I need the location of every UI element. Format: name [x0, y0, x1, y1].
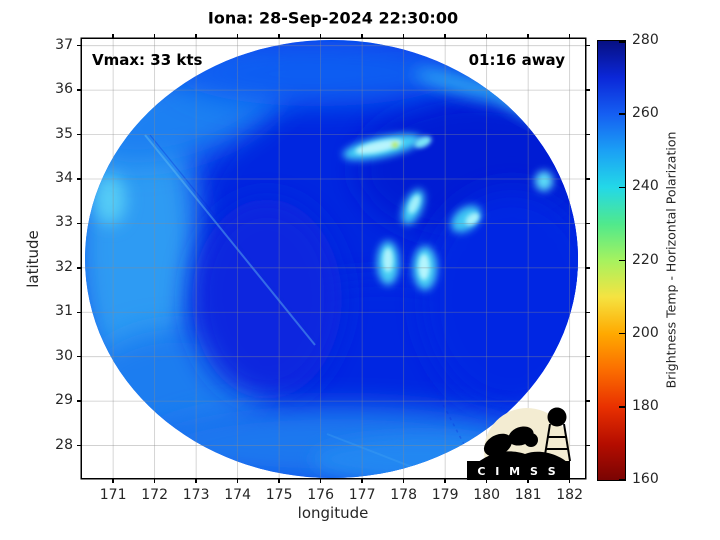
y-tick-mark	[585, 44, 590, 47]
x-tick-mark	[361, 478, 363, 483]
colorbar-tick-label: 160	[632, 471, 659, 487]
x-tick-mark	[402, 34, 405, 39]
vmax-annotation: Vmax: 33 kts	[92, 51, 203, 69]
x-tick-mark	[568, 34, 571, 39]
colorbar-tick-mark	[619, 259, 625, 262]
x-tick-mark	[527, 478, 529, 483]
x-tick-mark	[319, 34, 322, 39]
colorbar-tick-label: 220	[632, 251, 659, 268]
logo-banner	[467, 461, 570, 480]
y-tick-label: 36	[55, 81, 73, 98]
x-tick-label: 176	[307, 487, 334, 503]
colorbar-tick-mark	[619, 406, 625, 408]
colorbar-tick-label: 240	[632, 178, 659, 195]
y-tick-label: 34	[55, 169, 73, 186]
x-tick-label: 173	[182, 487, 210, 503]
y-tick-mark	[77, 178, 82, 180]
y-tick-mark	[585, 178, 590, 180]
satellite-dishes-icon	[477, 426, 568, 463]
x-tick-label: 177	[348, 487, 376, 503]
x-tick-label: 179	[431, 487, 459, 503]
colorbar-tick-mark	[619, 41, 625, 43]
colorbar-tick-label: 200	[632, 324, 659, 341]
page-title: Iona: 28-Sep-2024 22:30:00	[207, 8, 459, 28]
colorbar-tick-mark	[619, 186, 625, 189]
y-tick-mark	[77, 133, 82, 136]
eta-annotation: 01:16 away	[468, 51, 565, 69]
x-tick-mark	[195, 34, 197, 39]
y-tick-label: 37	[55, 36, 73, 53]
satellite-swath-image	[82, 39, 585, 478]
x-tick-label: 172	[141, 487, 168, 503]
y-tick-mark	[77, 355, 82, 358]
y-tick-mark	[585, 89, 590, 91]
x-tick-mark	[112, 34, 114, 39]
y-tick-label: 33	[55, 214, 73, 231]
y-tick-mark	[585, 400, 590, 402]
cimss-logo: C I M S S	[467, 407, 571, 480]
x-tick-mark	[112, 478, 114, 483]
y-tick-mark	[77, 400, 82, 402]
x-tick-label: 181	[514, 487, 542, 503]
y-tick-mark	[77, 44, 82, 47]
water-tank-icon	[547, 407, 567, 427]
x-tick-label: 174	[224, 487, 251, 503]
x-tick-label: 171	[99, 487, 127, 503]
x-tick-mark	[361, 34, 363, 39]
y-tick-label: 35	[55, 125, 73, 142]
x-tick-mark	[153, 34, 156, 39]
y-tick-label: 29	[55, 392, 73, 409]
x-tick-mark	[153, 478, 156, 483]
x-tick-mark	[402, 478, 405, 483]
y-tick-mark	[585, 355, 590, 358]
y-tick-mark	[77, 89, 82, 91]
logo-text: C I M S S	[477, 465, 558, 478]
x-axis-label: longitude	[297, 504, 369, 522]
colorbar-tick-label: 280	[632, 32, 659, 48]
y-tick-mark	[77, 222, 82, 225]
y-tick-mark	[585, 267, 590, 269]
x-tick-mark	[278, 478, 280, 483]
x-tick-mark	[444, 478, 446, 483]
y-tick-mark	[77, 267, 82, 269]
x-tick-label: 178	[390, 487, 417, 503]
y-tick-mark	[585, 133, 590, 136]
colorbar-tick-label: 180	[632, 397, 659, 414]
x-tick-mark	[568, 478, 571, 483]
x-tick-mark	[278, 34, 280, 39]
x-tick-mark	[444, 34, 446, 39]
x-tick-label: 180	[473, 487, 500, 503]
y-tick-label: 31	[55, 303, 73, 320]
x-tick-mark	[485, 478, 488, 483]
y-tick-mark	[77, 311, 82, 313]
x-tick-mark	[485, 34, 488, 39]
grid-lines	[82, 39, 585, 478]
colorbar-tick-mark	[619, 113, 625, 115]
y-tick-mark	[585, 311, 590, 313]
y-tick-mark	[585, 222, 590, 225]
colorbar-tick-mark	[619, 478, 625, 480]
y-tick-label: 28	[55, 436, 73, 453]
x-tick-mark	[527, 34, 529, 39]
x-tick-label: 182	[556, 487, 583, 503]
y-tick-mark	[585, 444, 590, 447]
x-tick-mark	[195, 478, 197, 483]
y-tick-label: 30	[55, 347, 73, 364]
plot-area: Vmax: 33 kts 01:16 away	[82, 39, 585, 478]
x-tick-mark	[319, 478, 322, 483]
y-tick-label: 32	[55, 258, 73, 275]
x-tick-label: 175	[265, 487, 293, 503]
colorbar-tick-label: 260	[632, 105, 659, 122]
x-tick-mark	[236, 478, 239, 483]
y-tick-mark	[77, 444, 82, 447]
x-tick-mark	[236, 34, 239, 39]
colorbar-tick-mark	[619, 332, 625, 335]
